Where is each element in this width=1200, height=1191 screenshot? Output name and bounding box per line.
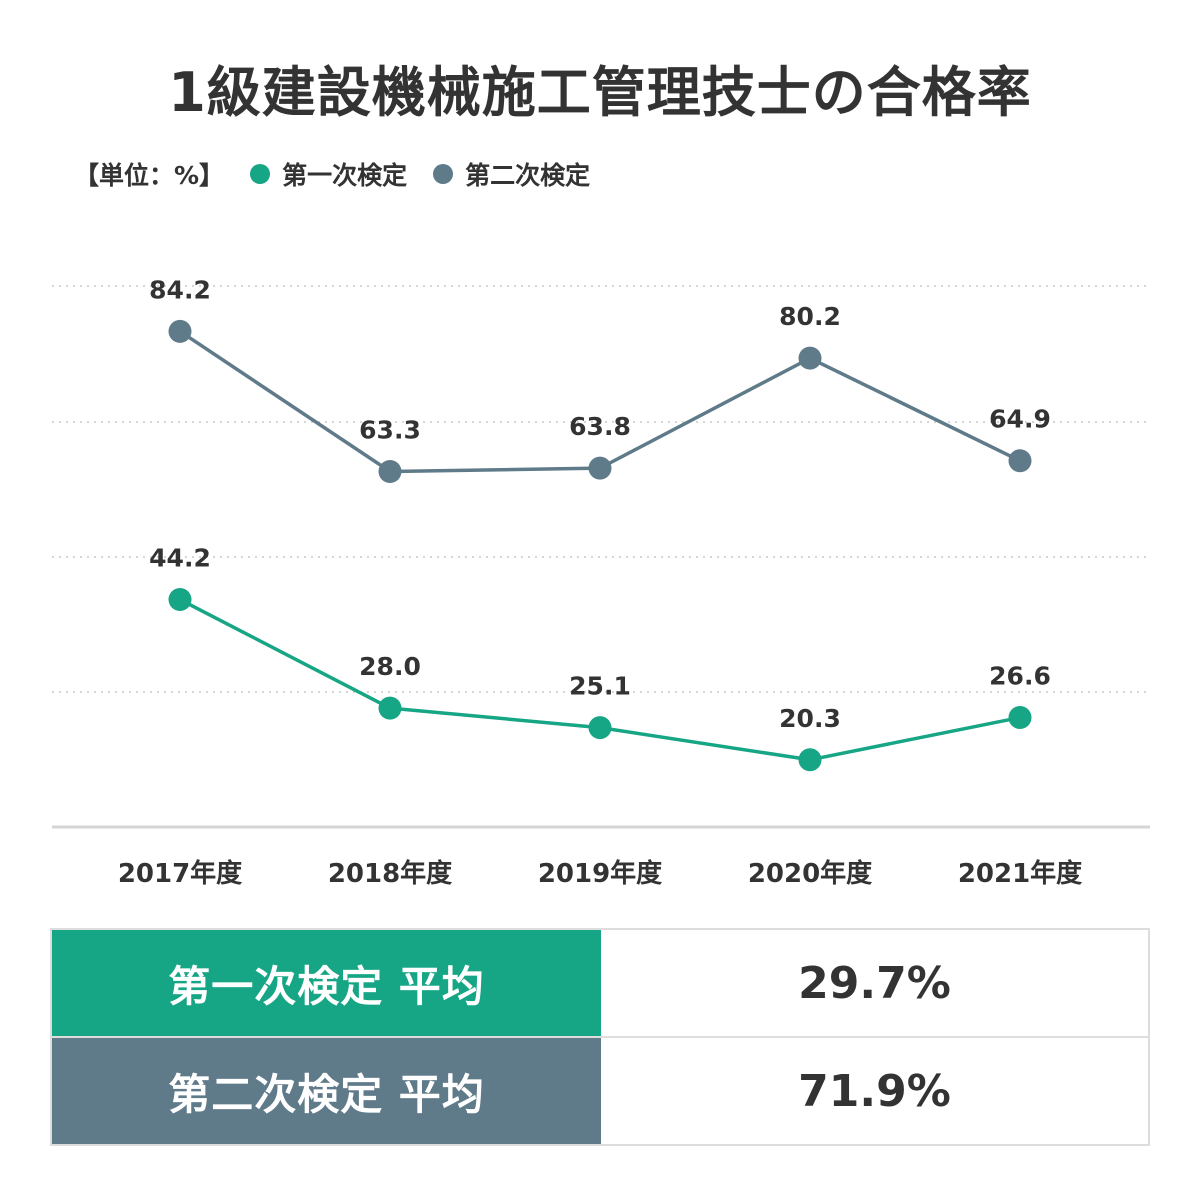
x-tick-label: 2017年度 bbox=[118, 858, 242, 889]
x-tick-label: 2020年度 bbox=[748, 858, 872, 889]
x-tick-label: 2019年度 bbox=[538, 858, 662, 889]
data-label: 64.9 bbox=[989, 405, 1051, 434]
legend-label-first: 第一次検定 bbox=[282, 161, 408, 190]
legend-item-first: 第一次検定 bbox=[250, 156, 407, 192]
data-point bbox=[1008, 706, 1032, 730]
x-tick-label: 2018年度 bbox=[328, 858, 452, 889]
data-label: 28.0 bbox=[359, 652, 421, 681]
data-label: 20.3 bbox=[779, 704, 841, 733]
legend-item-second: 第二次検定 bbox=[433, 156, 590, 192]
data-label: 44.2 bbox=[149, 544, 211, 573]
series-line-2 bbox=[179, 329, 1021, 474]
data-point bbox=[378, 696, 402, 720]
legend-dot-first bbox=[250, 164, 271, 184]
data-label: 63.8 bbox=[569, 412, 631, 441]
data-point bbox=[168, 588, 192, 612]
line-chart: 2017年度 2018年度 2019年度 2020年度 2021年度 44.2 28.0 25… bbox=[52, 275, 1150, 889]
legend-dot-second bbox=[433, 164, 454, 184]
data-point bbox=[168, 319, 192, 343]
data-point bbox=[798, 748, 822, 772]
average-row-second: 第二次検定 平均 71.9% bbox=[52, 1036, 1148, 1144]
data-label: 84.2 bbox=[149, 275, 211, 304]
data-label: 25.1 bbox=[569, 672, 631, 701]
averages-table: 第一次検定 平均 29.7% 第二次検定 平均 71.9% bbox=[50, 928, 1150, 1146]
data-point bbox=[588, 456, 612, 480]
average-label-second: 第二次検定 平均 bbox=[52, 1038, 601, 1144]
data-point bbox=[1008, 449, 1032, 473]
data-point bbox=[588, 716, 612, 740]
data-label: 26.6 bbox=[989, 662, 1051, 691]
data-point bbox=[798, 346, 822, 370]
x-tick-label: 2021年度 bbox=[958, 858, 1082, 889]
legend: 【単位：%】 第一次検定 第二次検定 bbox=[74, 156, 616, 192]
average-row-first: 第一次検定 平均 29.7% bbox=[52, 930, 1148, 1036]
average-value-first: 29.7% bbox=[601, 930, 1148, 1036]
average-value-second: 71.9% bbox=[601, 1038, 1148, 1144]
chart-title: 1級建設機械施工管理技士の合格率 bbox=[168, 61, 1032, 124]
data-label: 63.3 bbox=[359, 415, 421, 444]
data-point bbox=[378, 459, 402, 483]
unit-label: 【単位：%】 bbox=[74, 161, 225, 190]
legend-label-second: 第二次検定 bbox=[465, 161, 591, 190]
data-label: 80.2 bbox=[779, 302, 841, 331]
average-label-first: 第一次検定 平均 bbox=[52, 930, 601, 1036]
